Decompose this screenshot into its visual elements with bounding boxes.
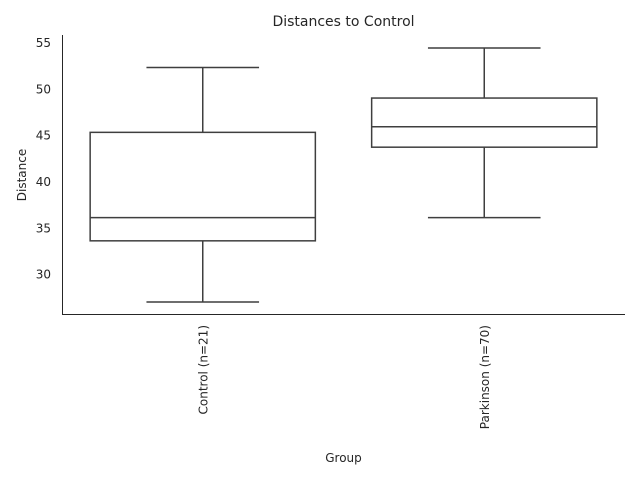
x-axis-label: Group: [325, 451, 362, 465]
y-tick-label: 35: [36, 221, 51, 235]
y-tick-label: 45: [36, 129, 51, 143]
iqr-box: [370, 97, 598, 148]
y-tick-label: 40: [36, 175, 51, 189]
y-tick-label: 55: [36, 36, 51, 50]
box-2: [370, 47, 598, 219]
y-ticks: 30 35 40 45 50 55: [36, 36, 51, 282]
chart-title: Distances to Control: [272, 14, 414, 30]
boxes: [89, 47, 598, 303]
box-1: [89, 66, 317, 303]
y-tick-label: 50: [36, 82, 51, 96]
x-tick-label: Control (n=21): [196, 325, 210, 414]
x-ticks: Control (n=21) Parkinson (n=70): [196, 325, 492, 429]
iqr-box: [89, 131, 317, 242]
x-tick-label: Parkinson (n=70): [478, 325, 492, 429]
y-axis-label: Distance: [15, 149, 29, 201]
y-tick-label: 30: [36, 268, 51, 282]
